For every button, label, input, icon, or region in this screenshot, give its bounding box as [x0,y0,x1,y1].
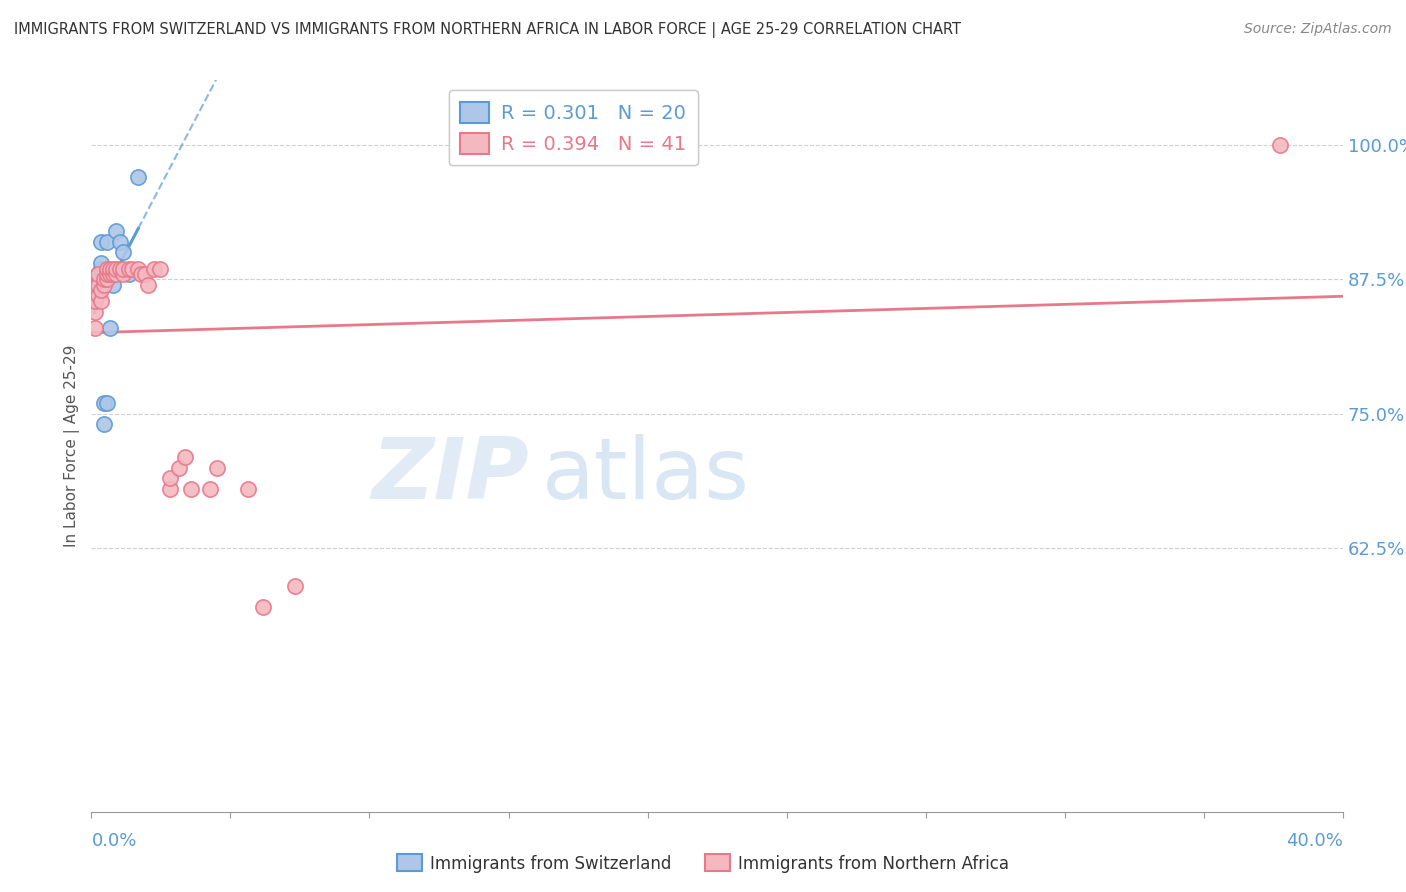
Point [96,267,118,281]
Point [83,304,105,318]
Point [236,482,259,496]
Point [93,417,115,432]
Point [127,170,149,185]
Text: IMMIGRANTS FROM SWITZERLAND VS IMMIGRANTS FROM NORTHERN AFRICA IN LABOR FORCE | : IMMIGRANTS FROM SWITZERLAND VS IMMIGRANT… [14,22,962,38]
Point [83,320,105,334]
Point [98,267,121,281]
Point [284,579,307,593]
Text: 40.0%: 40.0% [1286,831,1343,849]
Point [159,482,181,496]
Point [111,245,134,260]
Point [90,261,112,276]
Point [90,256,112,270]
Point [143,261,166,276]
Point [180,482,202,496]
Point [131,267,153,281]
Y-axis label: In Labor Force | Age 25-29: In Labor Force | Age 25-29 [65,345,80,547]
Point [90,283,112,297]
Point [93,272,115,286]
Point [127,261,149,276]
Point [93,277,115,292]
Point [118,261,141,276]
Point [111,267,134,281]
Point [96,235,118,249]
Text: Source: ZipAtlas.com: Source: ZipAtlas.com [1244,22,1392,37]
Point [105,267,128,281]
Point [86,277,108,292]
Point [103,261,125,276]
Legend: R = 0.301   N = 20, R = 0.394   N = 41: R = 0.301 N = 20, R = 0.394 N = 41 [449,90,697,165]
Point [105,224,128,238]
Point [98,261,121,276]
Point [111,261,134,276]
Point [118,267,141,281]
Point [159,471,181,485]
Text: ZIP: ZIP [371,434,529,516]
Point [103,267,125,281]
Point [167,460,190,475]
Point [96,272,118,286]
Legend: Immigrants from Switzerland, Immigrants from Northern Africa: Immigrants from Switzerland, Immigrants … [389,847,1017,880]
Point [134,267,156,281]
Point [96,396,118,410]
Point [86,272,108,286]
Point [83,293,105,308]
Point [86,267,108,281]
Point [108,235,131,249]
Point [149,261,172,276]
Point [174,450,197,464]
Point [252,600,274,615]
Point [103,277,125,292]
Text: 0.0%: 0.0% [91,831,136,849]
Point [98,320,121,334]
Point [86,272,108,286]
Point [90,293,112,308]
Point [83,293,105,308]
Point [105,261,128,276]
Point [83,277,105,292]
Point [136,277,159,292]
Point [86,267,108,281]
Point [83,288,105,302]
Point [1270,137,1292,152]
Point [205,460,228,475]
Text: atlas: atlas [541,434,749,516]
Point [121,261,143,276]
Point [108,261,131,276]
Point [90,235,112,249]
Point [93,396,115,410]
Point [86,288,108,302]
Point [200,482,222,496]
Point [96,261,118,276]
